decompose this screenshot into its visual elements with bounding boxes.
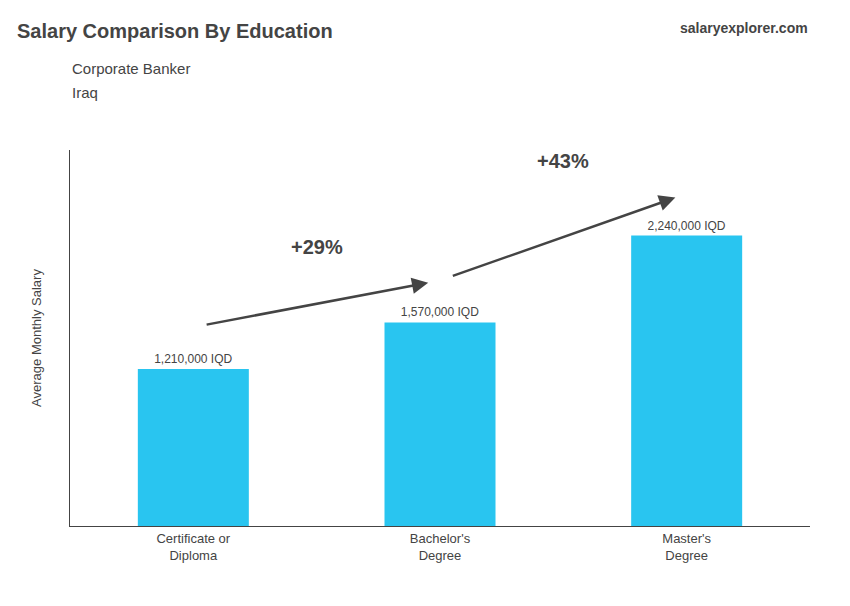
svg-text:Certificate orDiploma: Certificate orDiploma xyxy=(156,531,230,563)
svg-text:Bachelor'sDegree: Bachelor'sDegree xyxy=(410,531,471,563)
svg-text:salaryexplorer.com: salaryexplorer.com xyxy=(680,20,808,36)
svg-text:Corporate Banker: Corporate Banker xyxy=(72,60,190,77)
svg-text:Salary Comparison By Education: Salary Comparison By Education xyxy=(17,20,333,42)
svg-text:Average Monthly Salary: Average Monthly Salary xyxy=(29,269,44,407)
svg-text:1,570,000 IQD: 1,570,000 IQD xyxy=(401,305,479,319)
svg-text:2,240,000 IQD: 2,240,000 IQD xyxy=(647,219,725,233)
svg-text:+29%: +29% xyxy=(291,236,343,258)
svg-text:+43%: +43% xyxy=(537,150,589,172)
svg-text:1,210,000 IQD: 1,210,000 IQD xyxy=(154,352,232,366)
svg-text:Master'sDegree: Master'sDegree xyxy=(662,531,711,563)
svg-text:Iraq: Iraq xyxy=(72,84,98,101)
